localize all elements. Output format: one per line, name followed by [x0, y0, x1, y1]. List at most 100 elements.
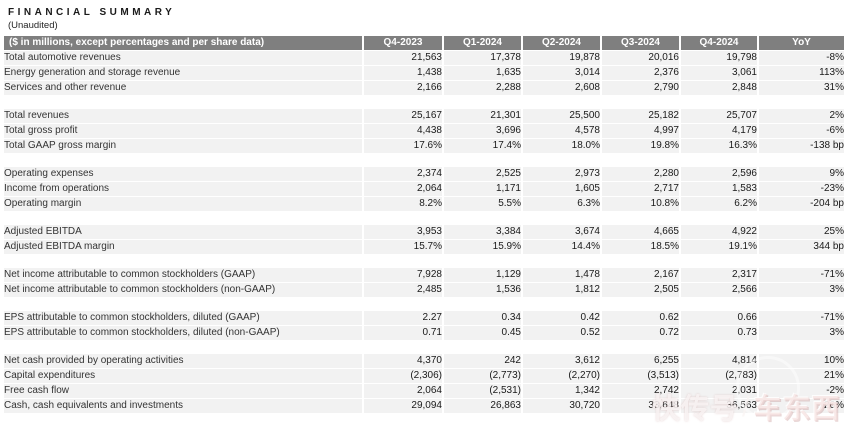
cell-value: 1,342 [523, 384, 602, 399]
cell-yoy-value: 2% [759, 109, 846, 124]
cell-value: 17.4% [444, 139, 523, 154]
cell-yoy-value: 113% [759, 66, 846, 81]
cell-yoy-value: -71% [759, 268, 846, 283]
table-row: Operating margin 8.2% 5.5% 6.3% 10.8% 6.2% -20… [4, 197, 846, 212]
cell-value: 4,370 [364, 354, 444, 369]
cell-value: 2,505 [602, 283, 681, 298]
cell-value: (2,531) [444, 384, 523, 399]
table-row: Total GAAP gross margin 17.6% 17.4% 18.0% 19… [4, 139, 846, 154]
cell-value: 26,863 [444, 399, 523, 414]
row-label: Income from operations [4, 182, 364, 197]
row-label: Operating margin [4, 197, 364, 212]
cell-value: 0.34 [444, 311, 523, 326]
cell-value: 242 [444, 354, 523, 369]
row-label: Total gross profit [4, 124, 364, 139]
cell-value: 18.0% [523, 139, 602, 154]
column-header-q1-2024: Q1-2024 [444, 36, 523, 51]
row-label: EPS attributable to common stockholders,… [4, 311, 364, 326]
row-label: Net income attributable to common stockh… [4, 283, 364, 298]
cell-yoy-value: -71% [759, 311, 846, 326]
cell-value: 36,563 [681, 399, 759, 414]
table-row: Adjusted EBITDA 3,953 3,384 3,674 4,665 4,922… [4, 225, 846, 240]
cell-value: 3,014 [523, 66, 602, 81]
table-row: EPS attributable to common stockholders,… [4, 311, 846, 326]
row-label: Cash, cash equivalents and investments [4, 399, 364, 414]
cell-value: 0.73 [681, 326, 759, 341]
row-label: Energy generation and storage revenue [4, 66, 364, 81]
page-subtitle: (Unaudited) [8, 20, 58, 31]
financial-summary-table: ($ in millions, except percentages and p… [4, 36, 846, 414]
cell-value: 0.52 [523, 326, 602, 341]
cell-value: (2,270) [523, 369, 602, 384]
table-row: Operating expenses 2,374 2,525 2,973 2,280 2,… [4, 167, 846, 182]
cell-value: 18.5% [602, 240, 681, 255]
table-row: Energy generation and storage revenue 1,4… [4, 66, 846, 81]
table-row: Total revenues 25,167 21,301 25,500 25,182 25… [4, 109, 846, 124]
cell-value: 1,583 [681, 182, 759, 197]
cell-value: 2,280 [602, 167, 681, 182]
cell-yoy-value: 3% [759, 283, 846, 298]
cell-value: 2,848 [681, 81, 759, 96]
table-row: Cash, cash equivalents and investments 29… [4, 399, 846, 414]
cell-value: 3,674 [523, 225, 602, 240]
cell-value: 4,814 [681, 354, 759, 369]
cell-value: 1,605 [523, 182, 602, 197]
cell-value: 0.42 [523, 311, 602, 326]
cell-value: 2,608 [523, 81, 602, 96]
cell-value: 2,742 [602, 384, 681, 399]
cell-value: 7,928 [364, 268, 444, 283]
cell-value: (2,306) [364, 369, 444, 384]
cell-value: (3,513) [602, 369, 681, 384]
cell-value: 1,129 [444, 268, 523, 283]
cell-value: 3,696 [444, 124, 523, 139]
cell-value: 3,612 [523, 354, 602, 369]
table-header-caption: ($ in millions, except percentages and p… [4, 36, 364, 51]
cell-value: 2.27 [364, 311, 444, 326]
table-row: Adjusted EBITDA margin 15.7% 15.9% 14.4% 18.… [4, 240, 846, 255]
cell-yoy-value: 26% [759, 399, 846, 414]
table-row: EPS attributable to common stockholders,… [4, 326, 846, 341]
cell-value: 25,182 [602, 109, 681, 124]
cell-value: 2,973 [523, 167, 602, 182]
cell-value: 0.45 [444, 326, 523, 341]
row-label: Services and other revenue [4, 81, 364, 96]
column-header-q4-2024: Q4-2024 [681, 36, 759, 51]
cell-value: 17,378 [444, 51, 523, 66]
section-spacer-row [4, 255, 846, 268]
cell-value: 3,061 [681, 66, 759, 81]
table-row: Income from operations 2,064 1,171 1,605 2,7… [4, 182, 846, 197]
table-row: Services and other revenue 2,166 2,288 2,60… [4, 81, 846, 96]
cell-value: 4,922 [681, 225, 759, 240]
cell-yoy-value: -23% [759, 182, 846, 197]
cell-yoy-value: 344 bp [759, 240, 846, 255]
row-label: Total revenues [4, 109, 364, 124]
row-label: Capital expenditures [4, 369, 364, 384]
cell-value: 15.7% [364, 240, 444, 255]
cell-value: 2,790 [602, 81, 681, 96]
cell-value: 19,798 [681, 51, 759, 66]
cell-value: 2,064 [364, 182, 444, 197]
row-label: Operating expenses [4, 167, 364, 182]
cell-value: 3,953 [364, 225, 444, 240]
cell-value: 2,374 [364, 167, 444, 182]
table-row: Net income attributable to common stockh… [4, 268, 846, 283]
cell-value: 19,878 [523, 51, 602, 66]
cell-yoy-value: 25% [759, 225, 846, 240]
cell-value: 4,997 [602, 124, 681, 139]
cell-value: 2,717 [602, 182, 681, 197]
row-label: Adjusted EBITDA [4, 225, 364, 240]
row-label: Net cash provided by operating activitie… [4, 354, 364, 369]
row-label: Total automotive revenues [4, 51, 364, 66]
cell-value: 2,376 [602, 66, 681, 81]
cell-value: 0.66 [681, 311, 759, 326]
section-spacer-row [4, 298, 846, 311]
cell-value: 1,536 [444, 283, 523, 298]
table-row: Free cash flow 2,064 (2,531) 1,342 2,742 2,03… [4, 384, 846, 399]
page-title: FINANCIAL SUMMARY [8, 7, 176, 18]
row-label: Net income attributable to common stockh… [4, 268, 364, 283]
cell-value: 1,438 [364, 66, 444, 81]
cell-value: 1,635 [444, 66, 523, 81]
cell-yoy-value: 21% [759, 369, 846, 384]
row-label: EPS attributable to common stockholders,… [4, 326, 364, 341]
